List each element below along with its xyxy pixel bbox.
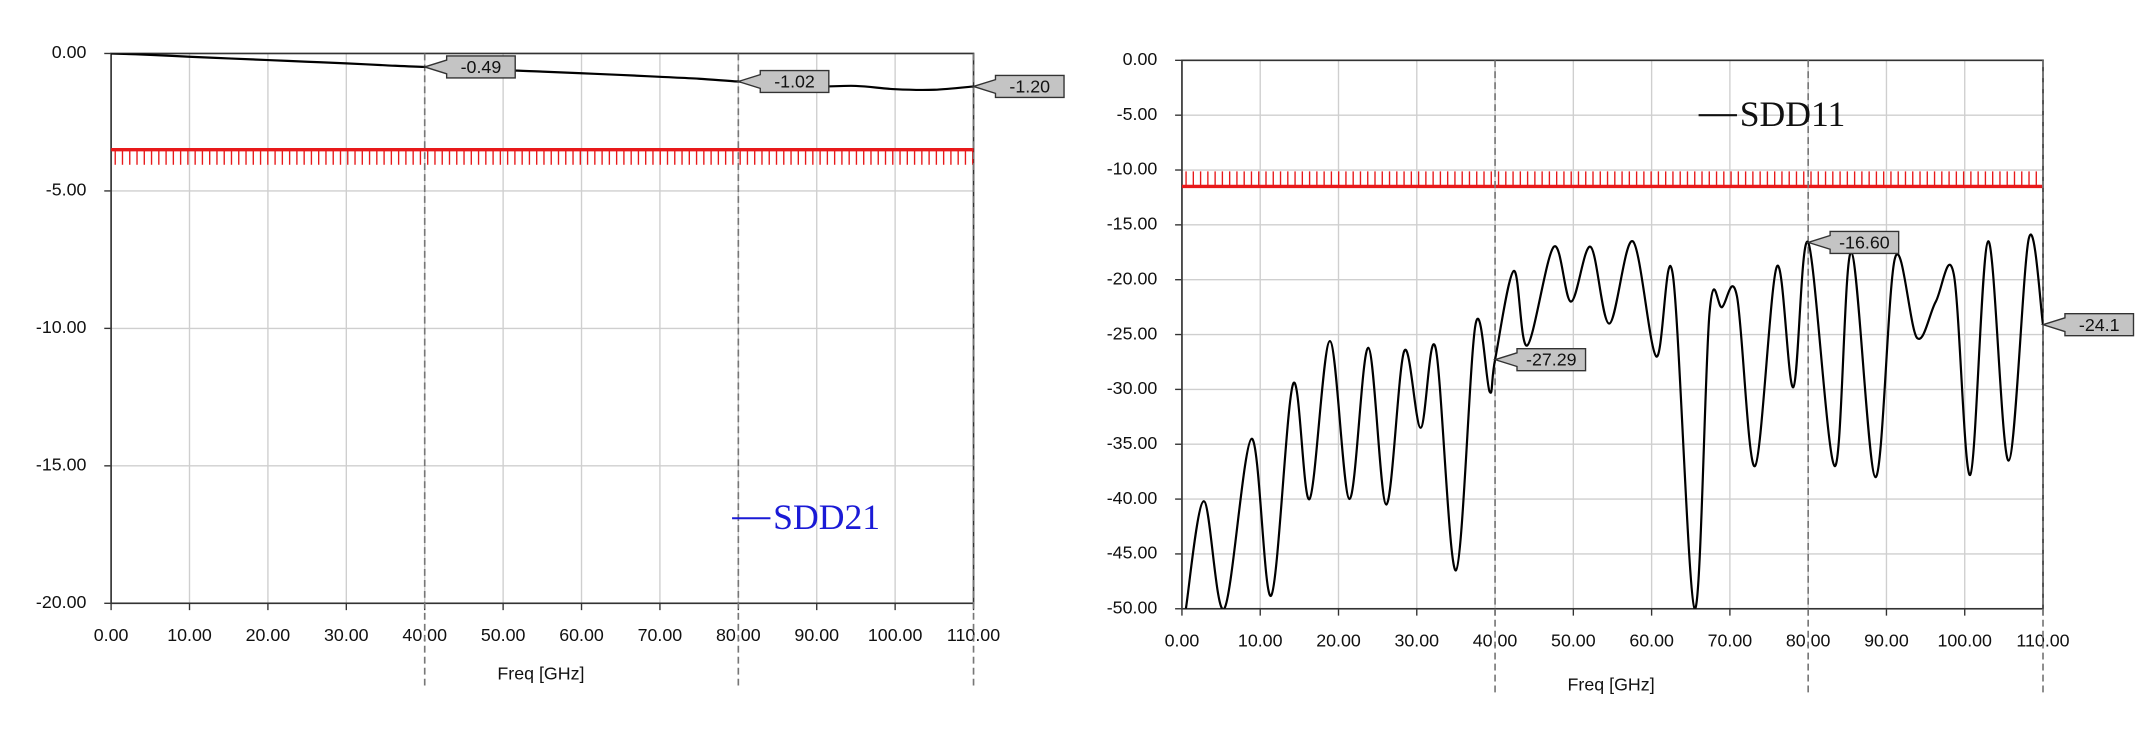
marker-callout <box>971 74 1065 99</box>
x-tick-label: 0.00 <box>1165 630 1200 650</box>
marker-label: -27.29 <box>1526 350 1577 370</box>
y-tick-label: -20.00 <box>1107 268 1158 288</box>
x-tick-label: 50.00 <box>1551 630 1596 650</box>
marker-label: -16.60 <box>1839 232 1890 252</box>
x-tick-label: 110.00 <box>2016 630 2069 650</box>
marker-callout <box>1492 348 1587 372</box>
x-tick-label: 70.00 <box>1708 630 1753 650</box>
y-tick-label: -5.00 <box>1117 104 1158 124</box>
legend-label: SDD21 <box>773 497 880 537</box>
y-tick-label: -30.00 <box>1107 378 1158 398</box>
x-tick-label: 0.00 <box>94 625 129 645</box>
y-tick-label: -20.00 <box>36 592 87 612</box>
y-tick-label: -50.00 <box>1107 597 1158 617</box>
x-tick-label: 100.00 <box>1937 630 1992 650</box>
y-tick-label: -15.00 <box>1107 214 1158 234</box>
marker-callout <box>736 69 830 94</box>
y-tick-label: -10.00 <box>36 317 87 337</box>
x-tick-label: 60.00 <box>1629 630 1674 650</box>
x-tick-label: 80.00 <box>1786 630 1831 650</box>
marker-label: -0.49 <box>461 57 502 77</box>
marker-callout <box>2040 313 2135 337</box>
x-tick-label: 100.00 <box>868 625 923 645</box>
y-tick-label: -25.00 <box>1107 323 1158 343</box>
y-tick-label: -45.00 <box>1107 543 1158 563</box>
y-tick-label: -5.00 <box>46 180 87 200</box>
y-tick-label: -10.00 <box>1107 159 1158 179</box>
legend-label: SDD11 <box>1740 94 1846 134</box>
x-tick-label: 90.00 <box>1864 630 1909 650</box>
y-tick-label: -35.00 <box>1107 433 1158 453</box>
x-tick-label: 90.00 <box>794 625 839 645</box>
marker-label: -24.1 <box>2079 315 2120 335</box>
limit-hatch <box>114 149 974 165</box>
x-tick-label: 20.00 <box>1316 630 1361 650</box>
y-tick-label: -40.00 <box>1107 488 1158 508</box>
x-tick-label: 30.00 <box>324 625 369 645</box>
x-tick-label: 10.00 <box>167 625 212 645</box>
data-line <box>111 53 974 92</box>
x-tick-label: 60.00 <box>559 625 604 645</box>
x-tick-label: 10.00 <box>1238 630 1283 650</box>
x-axis-title: Freq [GHz] <box>1568 674 1655 694</box>
y-tick-label: 0.00 <box>52 42 87 62</box>
marker-callout <box>1805 230 1900 255</box>
x-tick-label: 50.00 <box>481 625 526 645</box>
x-tick-label: 40.00 <box>1473 630 1518 650</box>
x-axis-title: Freq [GHz] <box>497 663 584 683</box>
marker-label: -1.02 <box>774 72 815 92</box>
data-line <box>1184 233 2044 609</box>
x-tick-label: 20.00 <box>246 625 291 645</box>
limit-hatch <box>1185 171 2037 187</box>
marker-label: -1.20 <box>1009 77 1050 97</box>
y-tick-label: -15.00 <box>36 455 87 475</box>
y-tick-label: 0.00 <box>1123 49 1158 69</box>
x-tick-label: 70.00 <box>638 625 683 645</box>
marker-callout <box>422 55 516 79</box>
x-tick-label: 30.00 <box>1394 630 1439 650</box>
